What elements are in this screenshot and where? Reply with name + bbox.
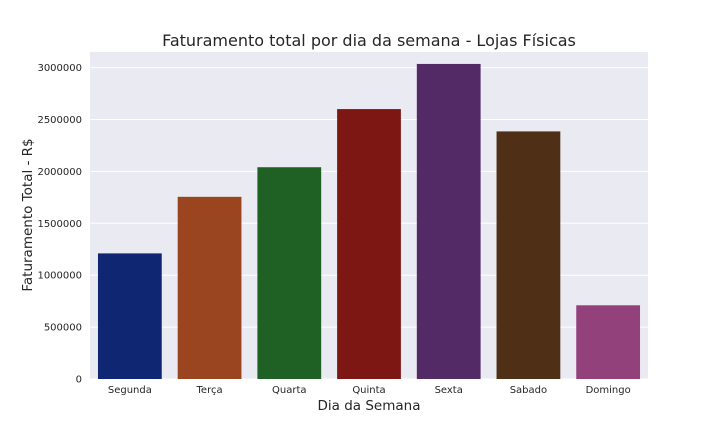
bar-quarta [257,167,322,379]
x-tick-label: Quinta [352,385,385,396]
x-tick-label: Domingo [586,385,631,396]
x-tick-label: Sabado [510,385,547,396]
bar-sexta [416,63,481,379]
y-tick-label: 1500000 [37,219,82,230]
chart-title: Faturamento total por dia da semana - Lo… [162,31,576,50]
y-tick-label: 1000000 [37,271,82,282]
x-tick-label: Quarta [272,385,307,396]
y-tick-label: 500000 [44,323,82,334]
y-axis-ticks: 0 500000 1000000 1500000 2000000 2500000 30000… [37,63,82,385]
y-axis-label: Faturamento Total - R$ [20,138,36,291]
y-tick-label: 0 [76,375,82,386]
bar-domingo [576,305,641,379]
y-tick-label: 2000000 [37,167,82,178]
x-axis-ticks: Segunda Terça Quarta Quinta Sexta Sabado Domin… [108,385,631,396]
x-tick-label: Segunda [108,385,152,396]
x-tick-label: Sexta [435,385,463,396]
bars [97,63,641,379]
bar-terça [177,196,242,379]
x-tick-label: Terça [196,385,223,396]
y-tick-label: 3000000 [37,63,82,74]
bar-segunda [97,253,162,379]
x-axis-label: Dia da Semana [318,398,421,414]
bar-sabado [496,131,561,379]
bar-quinta [337,109,401,379]
y-tick-label: 2500000 [37,115,82,126]
